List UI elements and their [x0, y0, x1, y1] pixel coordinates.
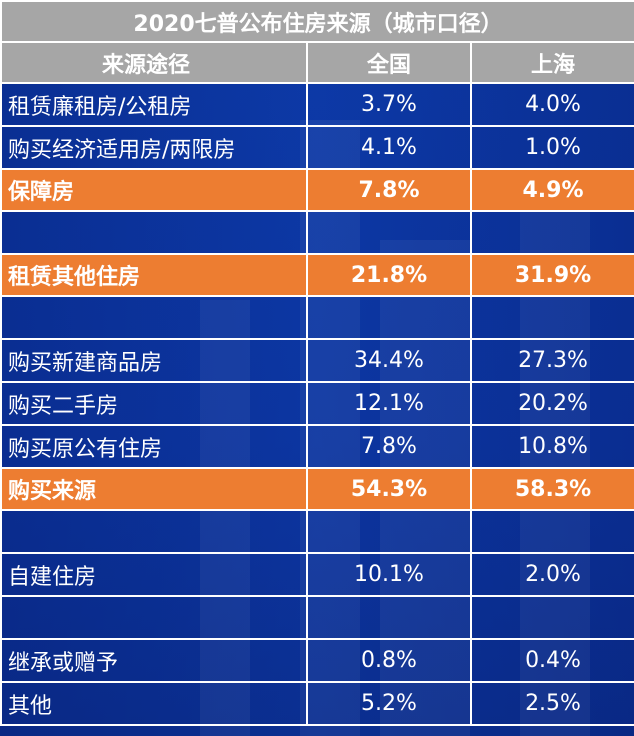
row-shanghai: 4.9%	[469, 168, 634, 212]
table-row-highlight: 租赁其他住房 21.8% 31.9%	[0, 253, 634, 297]
row-label: 购买原公有住房	[0, 424, 308, 469]
row-shanghai: 0.4%	[469, 638, 634, 683]
table-row: 继承或赠予 0.8% 0.4%	[0, 638, 634, 683]
table-row: 购买经济适用房/两限房 4.1% 1.0%	[0, 125, 634, 170]
row-label: 自建住房	[0, 552, 308, 597]
row-label	[0, 295, 308, 340]
table-row-spacer	[0, 295, 634, 340]
table-row-highlight: 保障房 7.8% 4.9%	[0, 168, 634, 212]
row-label: 购买经济适用房/两限房	[0, 125, 308, 170]
header-source: 来源途径	[0, 41, 308, 84]
row-national: 7.8%	[306, 424, 472, 469]
table-title: 2020七普公布住房来源（城市口径）	[0, 0, 634, 43]
row-shanghai	[469, 595, 634, 640]
row-shanghai: 1.0%	[469, 125, 634, 170]
row-label: 购买新建商品房	[0, 338, 308, 383]
row-national: 10.1%	[306, 552, 472, 597]
row-label	[0, 210, 308, 255]
row-national: 34.4%	[306, 338, 472, 383]
row-national: 3.7%	[306, 82, 472, 127]
row-national: 12.1%	[306, 381, 472, 426]
table-row-highlight: 购买来源 54.3% 58.3%	[0, 467, 634, 511]
table-row-spacer	[0, 509, 634, 554]
table-title-row: 2020七普公布住房来源（城市口径）	[0, 0, 634, 43]
table-row: 购买原公有住房 7.8% 10.8%	[0, 424, 634, 469]
table-row: 其他 5.2% 2.5%	[0, 681, 634, 726]
row-national	[306, 295, 472, 340]
row-label	[0, 509, 308, 554]
row-shanghai: 58.3%	[469, 467, 634, 511]
table-row-spacer	[0, 210, 634, 255]
header-shanghai: 上海	[469, 41, 634, 84]
row-shanghai: 27.3%	[469, 338, 634, 383]
row-label: 租赁廉租房/公租房	[0, 82, 308, 127]
row-shanghai	[469, 295, 634, 340]
row-national: 5.2%	[306, 681, 472, 726]
table-row: 购买新建商品房 34.4% 27.3%	[0, 338, 634, 383]
row-national: 54.3%	[306, 467, 472, 511]
header-national: 全国	[306, 41, 472, 84]
row-national: 4.1%	[306, 125, 472, 170]
table-row: 租赁廉租房/公租房 3.7% 4.0%	[0, 82, 634, 127]
row-label: 其他	[0, 681, 308, 726]
row-national: 21.8%	[306, 253, 472, 297]
row-national	[306, 509, 472, 554]
row-label: 保障房	[0, 168, 308, 212]
row-shanghai	[469, 509, 634, 554]
row-national	[306, 210, 472, 255]
row-shanghai: 2.0%	[469, 552, 634, 597]
table-row: 自建住房 10.1% 2.0%	[0, 552, 634, 597]
row-shanghai: 4.0%	[469, 82, 634, 127]
row-shanghai: 10.8%	[469, 424, 634, 469]
row-label: 购买二手房	[0, 381, 308, 426]
row-label: 继承或赠予	[0, 638, 308, 683]
row-shanghai	[469, 210, 634, 255]
row-label: 购买来源	[0, 467, 308, 511]
row-shanghai: 2.5%	[469, 681, 634, 726]
row-national: 0.8%	[306, 638, 472, 683]
row-shanghai: 31.9%	[469, 253, 634, 297]
row-national	[306, 595, 472, 640]
table-row-spacer	[0, 595, 634, 640]
row-national: 7.8%	[306, 168, 472, 212]
table-header-row: 来源途径 全国 上海	[0, 41, 634, 84]
row-label: 租赁其他住房	[0, 253, 308, 297]
row-label	[0, 595, 308, 640]
row-shanghai: 20.2%	[469, 381, 634, 426]
table-row: 购买二手房 12.1% 20.2%	[0, 381, 634, 426]
